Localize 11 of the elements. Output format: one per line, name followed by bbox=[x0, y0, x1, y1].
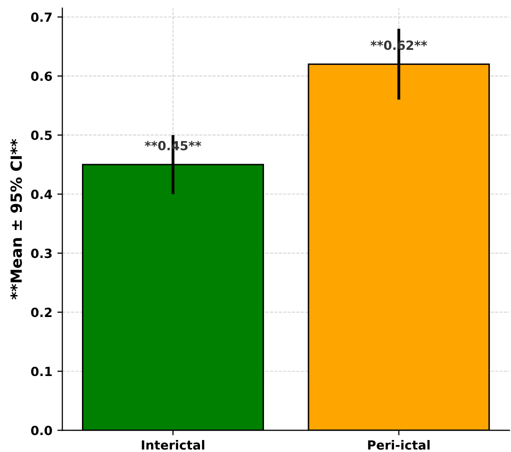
y-tick-label: 0.1 bbox=[31, 366, 52, 376]
y-tick-label: 0.0 bbox=[31, 426, 52, 436]
y-tick-label: 0.4 bbox=[31, 190, 52, 200]
x-tick-label: Peri-ictal bbox=[368, 440, 430, 450]
y-axis-title: **Mean ± 95% CI** bbox=[10, 139, 22, 300]
y-tick-label: 0.6 bbox=[31, 72, 52, 81]
y-tick-label: 0.5 bbox=[31, 130, 52, 140]
y-tick-label: 0.3 bbox=[31, 248, 52, 258]
y-tick-label: 0.7 bbox=[31, 12, 52, 22]
y-tick-label: 0.2 bbox=[31, 308, 52, 318]
x-tick-label: Interictal bbox=[142, 440, 204, 450]
